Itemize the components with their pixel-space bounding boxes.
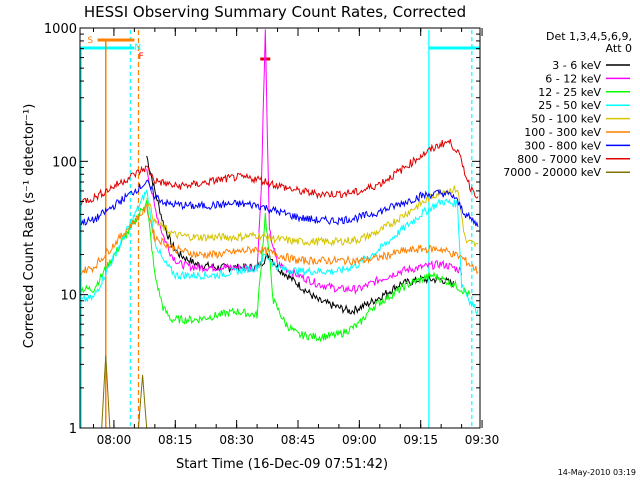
- marker-n: N: [134, 43, 141, 53]
- legend-label: 3 - 6 keV: [552, 59, 601, 72]
- legend-label: 6 - 12 keV: [545, 72, 601, 85]
- x-tick-label: 09:15: [403, 433, 438, 447]
- y-tick-label: 1: [69, 422, 77, 437]
- marker-f: F: [138, 52, 143, 62]
- series-line: [146, 29, 463, 296]
- series-line: [146, 185, 479, 248]
- series-line: [81, 355, 478, 429]
- legend-title-line2: Att 0: [606, 42, 632, 55]
- marker-s: S: [87, 36, 93, 46]
- x-tick-label: 08:00: [97, 433, 132, 447]
- chart-title: HESSI Observing Summary Count Rates, Cor…: [84, 3, 466, 21]
- series-line: [80, 204, 479, 276]
- series-line: [80, 179, 479, 228]
- legend-label: 800 - 7000 keV: [517, 153, 601, 166]
- legend-label: 25 - 50 keV: [538, 99, 601, 112]
- y-tick-label: 10: [60, 289, 77, 304]
- axes: 1 10 100 1000 08:00 08:15 08:30 08:45 09:00 09:15…: [44, 22, 499, 447]
- y-tick-label: 1000: [44, 22, 77, 37]
- plot-frame: [79, 27, 481, 429]
- legend-title-line1: Det 1,3,4,5,6,9,: [546, 30, 632, 43]
- y-tick-label: 100: [52, 155, 77, 170]
- x-tick-label: 08:30: [219, 433, 254, 447]
- x-tick-label: 08:45: [281, 433, 316, 447]
- x-tick-label: 08:15: [158, 433, 193, 447]
- legend-label: 12 - 25 keV: [538, 86, 601, 99]
- x-tick-label: 09:30: [465, 433, 500, 447]
- series-line: [80, 200, 471, 343]
- legend-label: 7000 - 20000 keV: [503, 166, 601, 179]
- x-tick-label: 09:00: [342, 433, 377, 447]
- timestamp-stamp: 14-May-2010 03:19: [558, 468, 636, 477]
- legend-label: 100 - 300 keV: [524, 126, 601, 139]
- series-line: [81, 189, 479, 316]
- legend-label: 50 - 100 keV: [531, 113, 601, 126]
- y-axis-label: Corrected Count Rate (s⁻¹ detector⁻¹): [22, 104, 37, 349]
- x-axis-label: Start Time (16-Dec-09 07:51:42): [176, 457, 388, 472]
- series-line: [146, 155, 454, 316]
- legend-label: 300 - 800 keV: [524, 139, 601, 152]
- plot-area: S NF: [80, 29, 480, 429]
- series-line: [80, 139, 479, 206]
